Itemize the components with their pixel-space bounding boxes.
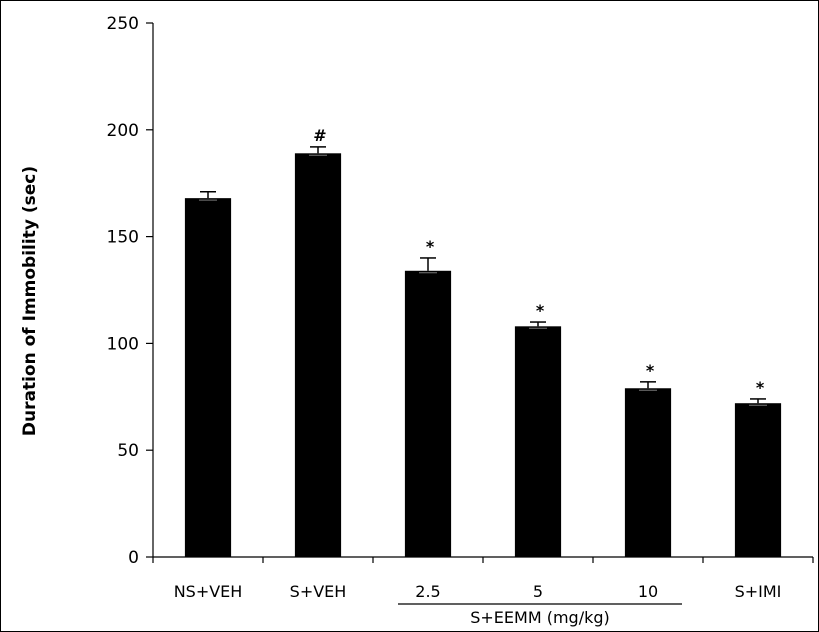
x-tick-label: NS+VEH xyxy=(174,582,243,601)
y-axis-title: Duration of Immobility (sec) xyxy=(20,166,40,436)
bar xyxy=(184,198,232,558)
y-tick-label: 50 xyxy=(117,441,139,461)
x-tick-label: 2.5 xyxy=(415,582,440,601)
significance-marker: * xyxy=(756,378,765,397)
significance-marker: * xyxy=(426,237,435,256)
x-tick-label: S+IMI xyxy=(735,582,782,601)
bar xyxy=(514,326,562,557)
bar xyxy=(734,403,782,557)
bar xyxy=(624,388,672,557)
y-tick-label: 200 xyxy=(107,121,139,141)
y-tick-label: 250 xyxy=(107,14,139,34)
y-axis: 0 50 100 150 200 250 xyxy=(107,14,154,568)
y-tick-label: 0 xyxy=(128,548,139,568)
x-axis: NS+VEH S+VEH 2.5 5 10 S+IMI S+EEMM (mg/kg) xyxy=(152,556,814,627)
y-tick-label: 150 xyxy=(107,228,139,248)
bar xyxy=(404,270,452,557)
x-tick-label: S+VEH xyxy=(290,582,347,601)
significance-marker: * xyxy=(536,301,545,320)
group-label: S+EEMM (mg/kg) xyxy=(470,608,610,627)
significance-marker: * xyxy=(646,361,655,380)
x-tick-label: 5 xyxy=(533,582,543,601)
bar xyxy=(294,153,342,557)
y-tick-label: 100 xyxy=(107,334,139,354)
significance-marker: # xyxy=(313,126,326,145)
x-tick-label: 10 xyxy=(638,582,658,601)
bars: # * * * * xyxy=(184,126,782,558)
